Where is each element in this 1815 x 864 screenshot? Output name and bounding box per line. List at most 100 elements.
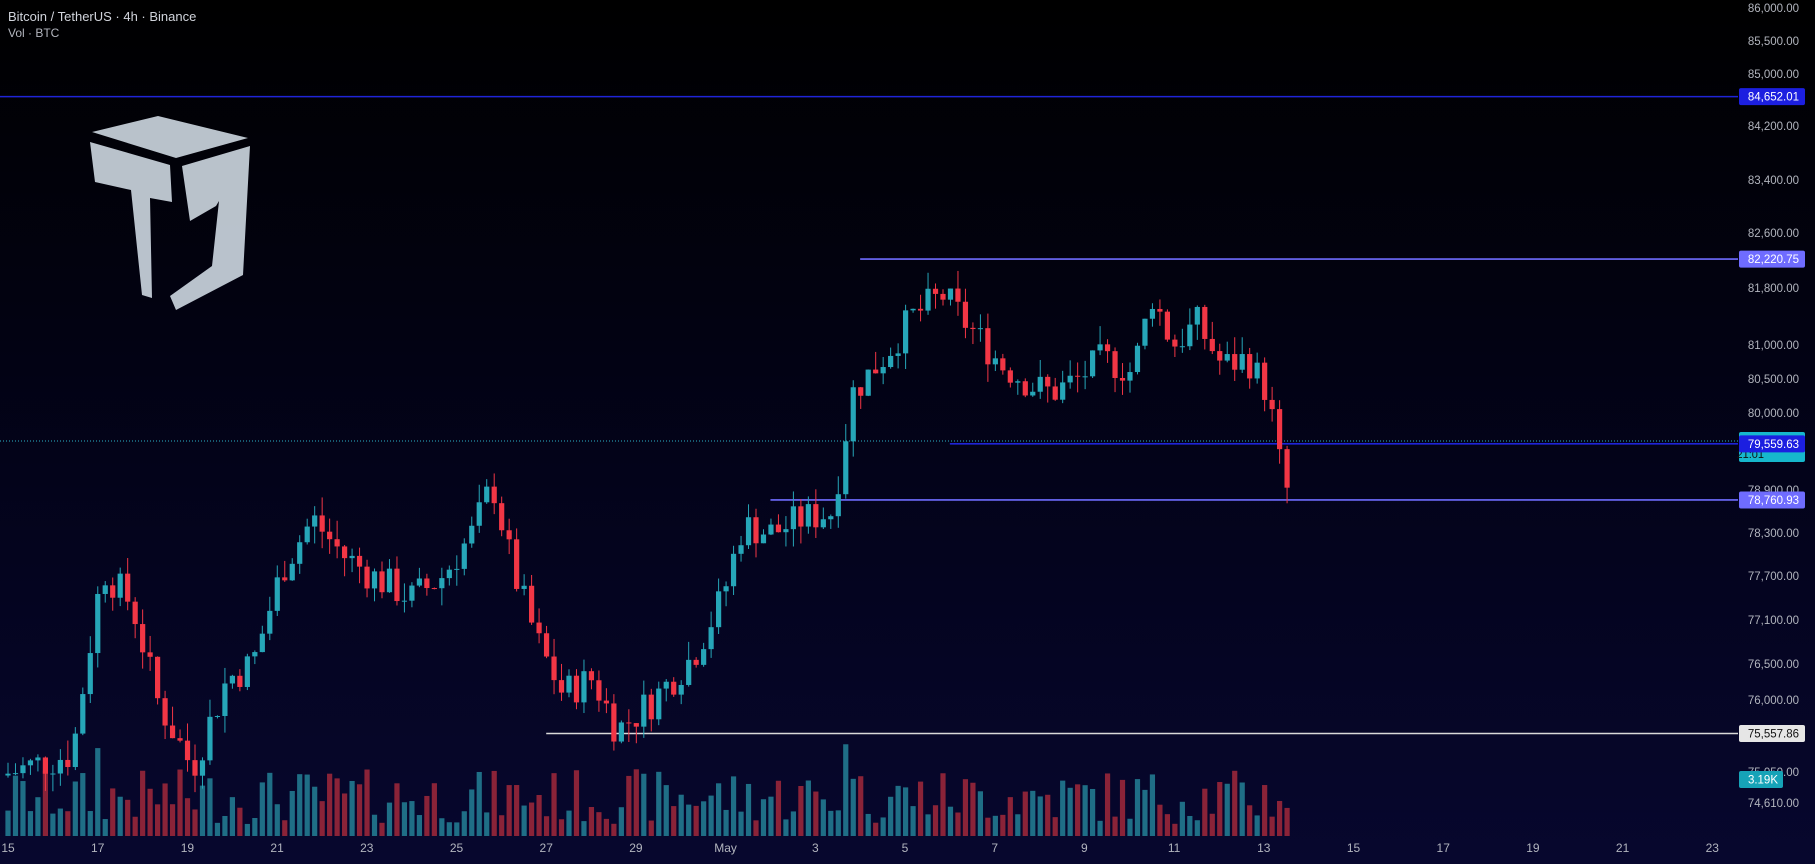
candle-body[interactable]	[903, 310, 909, 354]
candle-body[interactable]	[499, 503, 505, 531]
candle-body[interactable]	[880, 367, 886, 374]
candle-body[interactable]	[147, 652, 153, 657]
candle-body[interactable]	[1067, 375, 1073, 383]
candle-body[interactable]	[461, 543, 467, 569]
candle-body[interactable]	[1172, 339, 1178, 347]
candle-body[interactable]	[125, 573, 131, 602]
candle-body[interactable]	[439, 578, 445, 589]
candle-body[interactable]	[409, 585, 415, 601]
candle-body[interactable]	[259, 633, 265, 653]
candle-body[interactable]	[760, 534, 767, 544]
candle-body[interactable]	[162, 698, 168, 726]
candle-body[interactable]	[72, 733, 78, 768]
candle-body[interactable]	[80, 694, 86, 734]
candle-body[interactable]	[476, 502, 482, 526]
candle-body[interactable]	[947, 288, 954, 300]
candle-body[interactable]	[1112, 351, 1118, 378]
candle-body[interactable]	[252, 652, 258, 657]
candle-body[interactable]	[1247, 354, 1253, 379]
candle-body[interactable]	[529, 585, 535, 623]
candle-body[interactable]	[1239, 354, 1245, 370]
candle-body[interactable]	[932, 288, 939, 294]
candle-body[interactable]	[536, 622, 542, 634]
candle-body[interactable]	[1164, 311, 1170, 340]
candle-body[interactable]	[1075, 375, 1081, 377]
candle-body[interactable]	[1209, 338, 1215, 352]
candle-body[interactable]	[1097, 344, 1103, 351]
candle-body[interactable]	[214, 716, 221, 718]
candle-body[interactable]	[12, 773, 19, 775]
candle-body[interactable]	[349, 555, 355, 559]
candle-body[interactable]	[573, 675, 580, 703]
candle-body[interactable]	[1127, 372, 1133, 381]
candle-body[interactable]	[117, 573, 123, 598]
candle-body[interactable]	[140, 624, 146, 653]
candle-body[interactable]	[169, 725, 176, 739]
candle-body[interactable]	[1277, 409, 1283, 450]
candle-body[interactable]	[992, 358, 998, 365]
candle-body[interactable]	[768, 524, 774, 535]
candle-body[interactable]	[783, 529, 789, 533]
candle-body[interactable]	[798, 506, 804, 527]
candle-body[interactable]	[925, 288, 931, 311]
candle-body[interactable]	[5, 773, 11, 776]
candle-body[interactable]	[289, 563, 295, 581]
candle-body[interactable]	[970, 327, 976, 330]
candle-body[interactable]	[132, 601, 138, 625]
candle-body[interactable]	[184, 740, 191, 761]
candle-body[interactable]	[50, 773, 56, 775]
candle-body[interactable]	[1157, 308, 1163, 312]
candle-body[interactable]	[155, 656, 161, 699]
candle-body[interactable]	[1262, 362, 1268, 400]
candle-body[interactable]	[1284, 449, 1290, 488]
candle-body[interactable]	[588, 671, 595, 681]
candle-body[interactable]	[873, 369, 879, 374]
candle-body[interactable]	[304, 526, 310, 543]
candle-body[interactable]	[813, 504, 819, 528]
candle-body[interactable]	[551, 656, 557, 681]
candle-body[interactable]	[1000, 358, 1006, 371]
candle-body[interactable]	[558, 680, 565, 693]
candle-body[interactable]	[57, 759, 63, 774]
candle-body[interactable]	[237, 675, 243, 687]
candle-body[interactable]	[267, 610, 273, 634]
candle-body[interactable]	[1254, 362, 1260, 379]
candle-body[interactable]	[1090, 350, 1096, 377]
candle-body[interactable]	[977, 328, 983, 330]
candle-body[interactable]	[1224, 354, 1230, 361]
candle-body[interactable]	[1149, 308, 1156, 319]
candle-body[interactable]	[1007, 370, 1013, 383]
candle-body[interactable]	[858, 387, 864, 396]
candle-body[interactable]	[1104, 344, 1111, 352]
candle-body[interactable]	[222, 683, 228, 717]
candle-body[interactable]	[693, 659, 699, 665]
candle-body[interactable]	[1269, 399, 1275, 410]
candle-body[interactable]	[716, 591, 722, 628]
candle-body[interactable]	[416, 578, 422, 586]
candle-body[interactable]	[865, 369, 871, 396]
candle-body[interactable]	[199, 760, 206, 776]
candle-body[interactable]	[297, 542, 303, 564]
candle-body[interactable]	[618, 722, 624, 742]
candle-body[interactable]	[1202, 306, 1208, 339]
candle-body[interactable]	[723, 586, 729, 592]
candle-body[interactable]	[424, 578, 430, 589]
candle-body[interactable]	[27, 760, 34, 766]
candle-body[interactable]	[110, 585, 116, 598]
candle-body[interactable]	[611, 703, 617, 742]
candle-body[interactable]	[1022, 381, 1028, 396]
candle-body[interactable]	[1119, 377, 1126, 381]
candle-body[interactable]	[775, 524, 782, 533]
candle-body[interactable]	[1015, 381, 1021, 383]
candle-body[interactable]	[671, 681, 677, 695]
candle-body[interactable]	[828, 516, 834, 520]
candle-body[interactable]	[312, 515, 318, 527]
candle-body[interactable]	[42, 757, 48, 774]
candle-body[interactable]	[1217, 351, 1223, 361]
candle-body[interactable]	[1037, 376, 1043, 392]
candle-body[interactable]	[446, 569, 452, 579]
candle-body[interactable]	[686, 659, 692, 685]
candle-body[interactable]	[334, 539, 340, 547]
candle-body[interactable]	[790, 506, 796, 530]
candle-body[interactable]	[469, 525, 475, 544]
